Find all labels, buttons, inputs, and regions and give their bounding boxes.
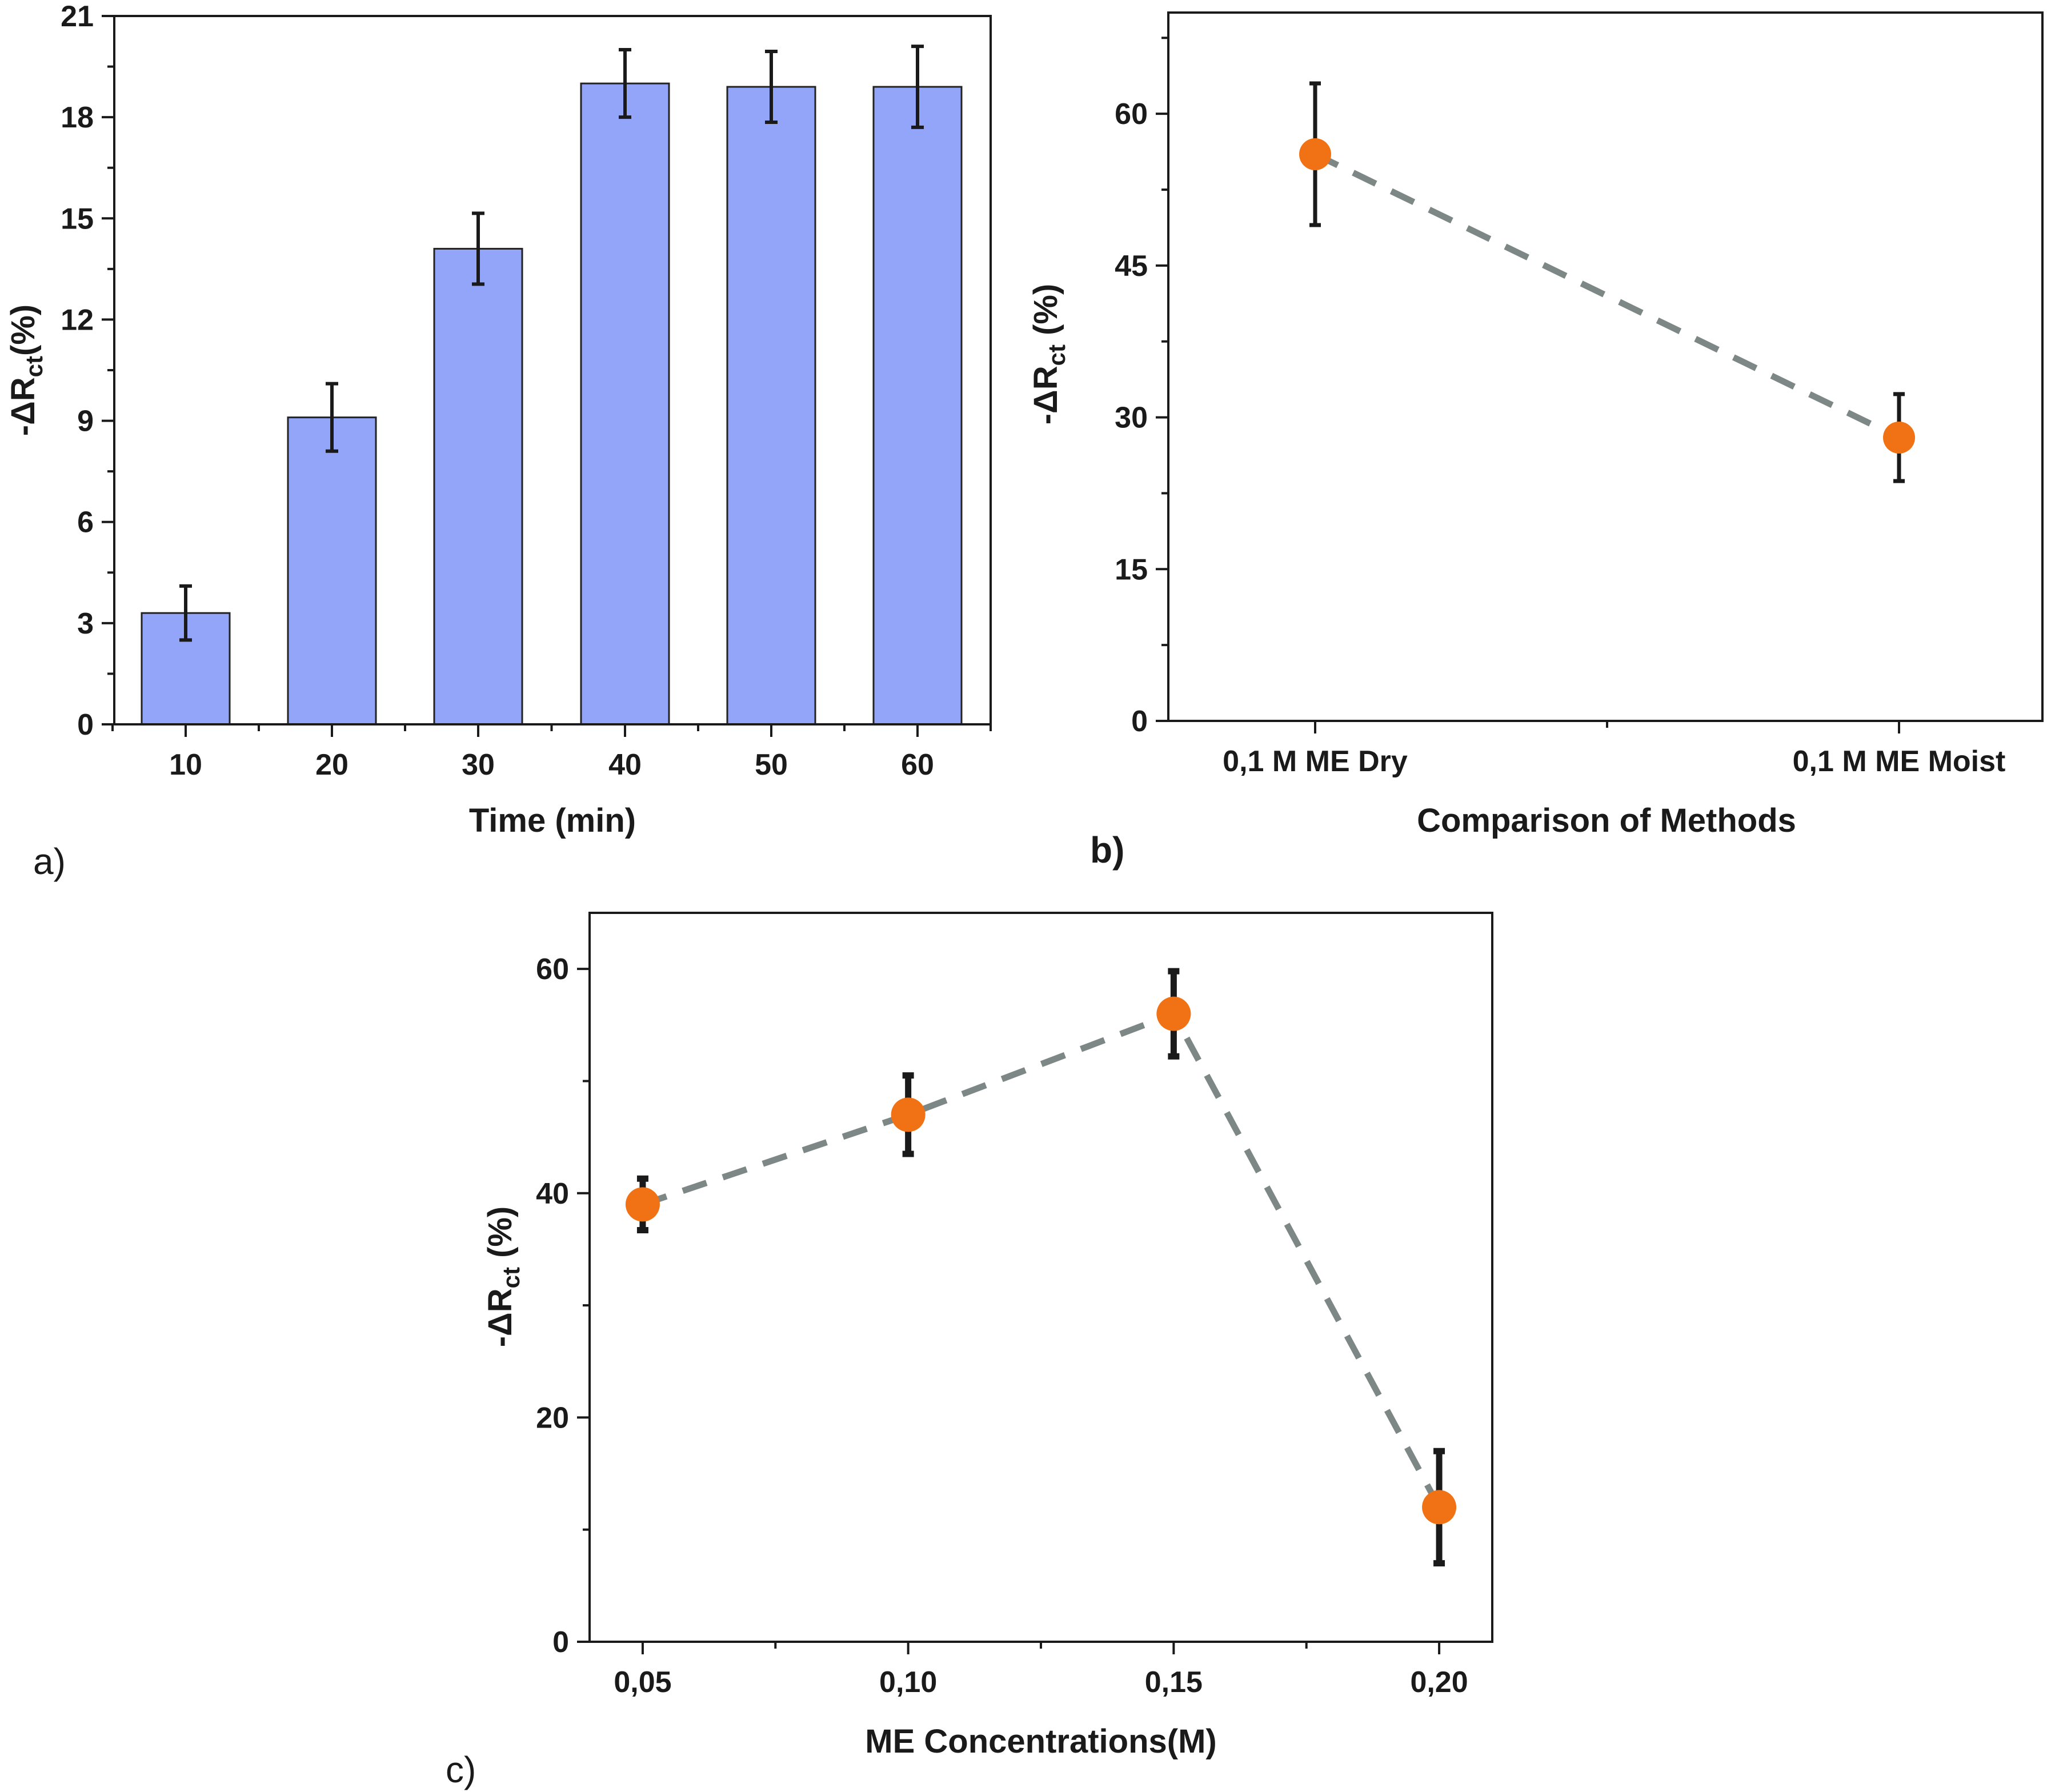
y-axis: 0 20 40 60 (536, 953, 590, 1659)
data-point (891, 1097, 926, 1132)
chart-panel-a: 0 3 6 9 12 15 18 21 10 20 30 40 50 60 Time (min) -ΔR… (5, 0, 992, 882)
data-point (1883, 422, 1915, 454)
bar (726, 86, 816, 725)
bar-series (141, 82, 963, 725)
x-tick-label: 40 (608, 748, 642, 781)
chart-panel-c: 0 20 40 60 0,05 0,10 0,15 0,20 ME Concentratio… (446, 912, 1493, 1790)
data-point (1156, 996, 1191, 1031)
x-tick-label: 20 (315, 748, 348, 781)
bar (433, 247, 523, 725)
y-axis: 0 3 6 9 12 15 18 21 (61, 0, 114, 741)
x-axis: 10 20 30 40 50 60 (111, 724, 992, 781)
bar (872, 86, 963, 725)
x-tick-label: 30 (462, 748, 495, 781)
y-tick-label: 9 (77, 405, 94, 438)
y-tick-label: 6 (77, 506, 94, 539)
y-tick-label: 60 (1115, 98, 1148, 131)
y-tick-label: 15 (1115, 553, 1148, 586)
y-tick-label: 20 (536, 1401, 569, 1434)
x-tick-label: 0,15 (1145, 1666, 1203, 1699)
y-axis: 0 15 30 45 60 (1115, 37, 1168, 738)
y-axis-label: -ΔRct (%) (482, 1206, 524, 1348)
x-tick-label: 0,20 (1410, 1666, 1468, 1699)
x-axis: 0,1 M ME Dry 0,1 M ME Moist (1223, 721, 2005, 778)
bar (287, 416, 377, 725)
point-series (1299, 138, 1915, 454)
data-point (1422, 1490, 1457, 1525)
bar (580, 82, 670, 725)
y-tick-label: 3 (77, 607, 94, 640)
plot-frame (1167, 11, 2044, 722)
y-tick-label: 30 (1115, 402, 1148, 435)
panel-label: c) (446, 1749, 476, 1790)
point-series (625, 996, 1457, 1525)
panel-label: a) (33, 841, 66, 882)
y-tick-label: 12 (61, 303, 94, 336)
x-tick-label: 0,10 (879, 1666, 937, 1699)
x-axis-label: Time (min) (469, 802, 636, 839)
x-axis: 0,05 0,10 0,15 0,20 (614, 1642, 1468, 1699)
x-axis-label: ME Concentrations(M) (865, 1723, 1216, 1760)
y-tick-label: 0 (77, 708, 94, 741)
data-point (1299, 138, 1331, 170)
data-point (625, 1187, 660, 1222)
y-tick-label: 40 (536, 1177, 569, 1210)
x-axis-label: Comparison of Methods (1417, 802, 1796, 839)
panel-label: b) (1090, 829, 1124, 871)
dashed-trend-line (1313, 151, 1901, 440)
y-tick-label: 45 (1115, 250, 1148, 283)
chart-panel-b: 0 15 30 45 60 0,1 M ME Dry 0,1 M ME Moist Com… (1027, 11, 2044, 871)
y-tick-label: 18 (61, 101, 94, 134)
y-tick-label: 0 (1131, 705, 1148, 738)
x-tick-label: 60 (901, 748, 934, 781)
y-axis-label: -ΔRct (%) (1027, 284, 1070, 425)
x-tick-label: 10 (169, 748, 202, 781)
x-tick-label: 50 (755, 748, 788, 781)
y-tick-label: 0 (552, 1626, 569, 1659)
x-tick-label: 0,1 M ME Moist (1793, 745, 2006, 778)
x-tick-label: 0,05 (614, 1666, 671, 1699)
y-tick-label: 15 (61, 202, 94, 235)
y-tick-label: 21 (61, 0, 94, 33)
dashed-trend-line (642, 1009, 1442, 1509)
y-axis-label: -ΔRct(%) (5, 304, 47, 436)
x-tick-label: 0,1 M ME Dry (1223, 745, 1408, 778)
y-tick-label: 60 (536, 953, 569, 986)
error-bar-series (179, 45, 924, 642)
